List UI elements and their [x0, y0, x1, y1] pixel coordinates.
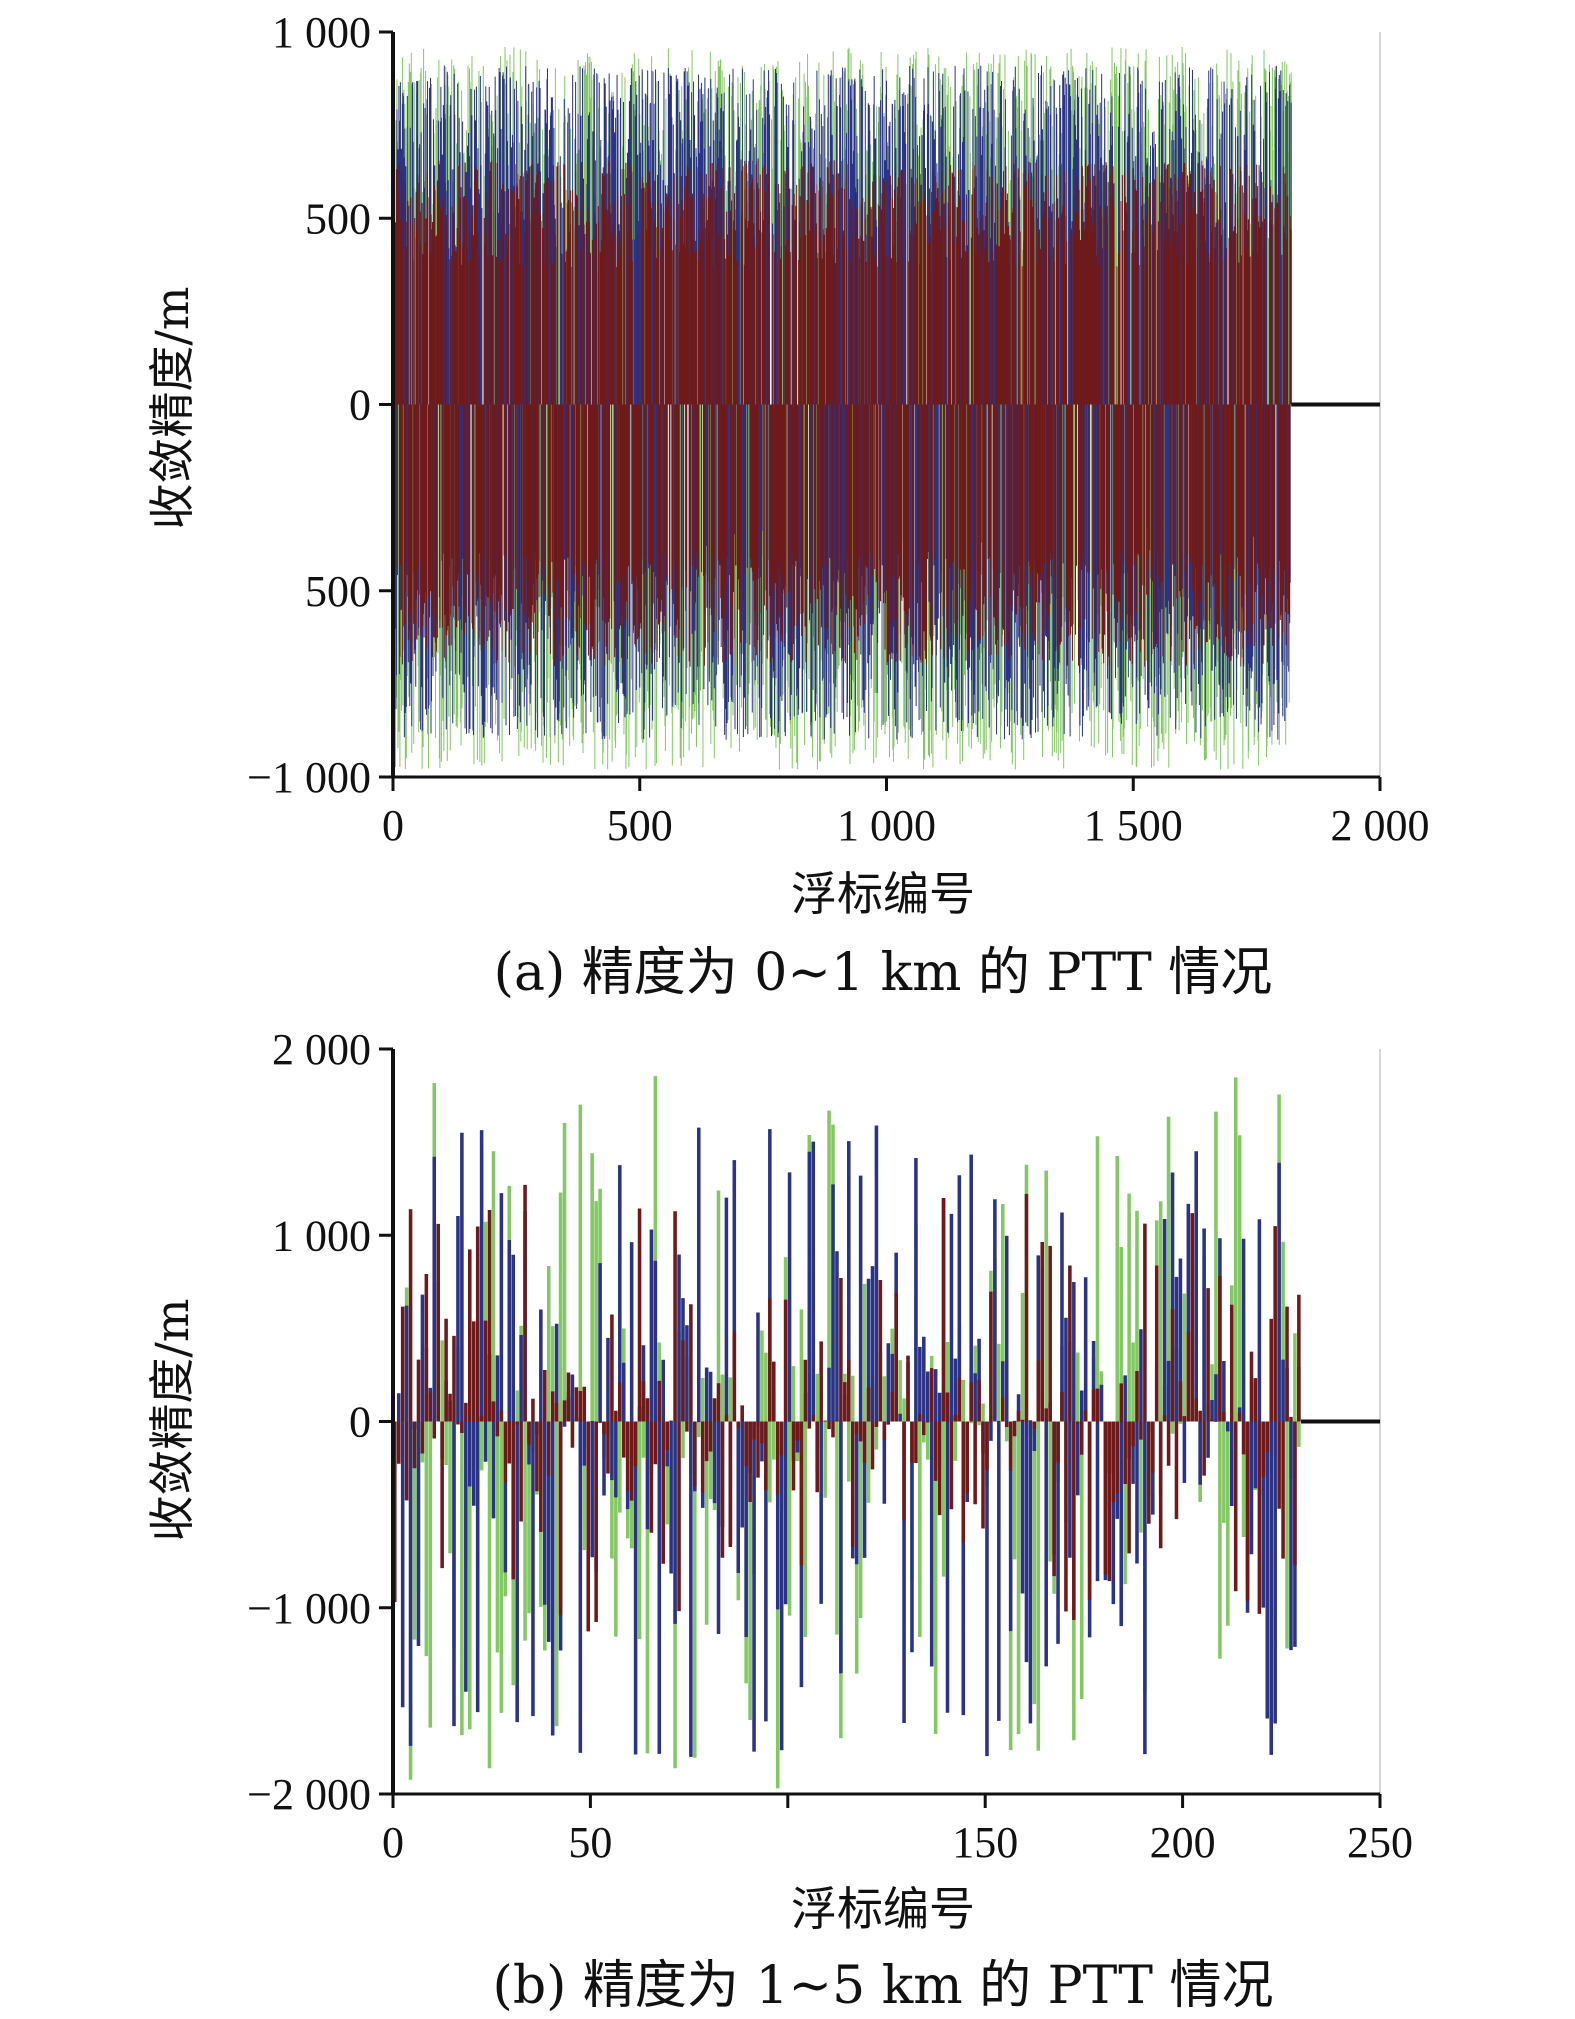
series-red-bars: [393, 1184, 1301, 1632]
y-tick-label: 500: [305, 567, 371, 616]
y-tick-label: 0: [349, 1398, 371, 1447]
x-tick-label: 50: [568, 1818, 612, 1867]
chart-b-xlabel: 浮标编号: [791, 1882, 975, 1936]
x-tick-label: 250: [1347, 1818, 1413, 1867]
x-tick-label: 1 500: [1084, 801, 1183, 850]
chart-a-plot-area: [393, 32, 1381, 777]
chart-b-caption: (b) 精度为 1~5 km 的 PTT 情况: [493, 1956, 1274, 2016]
series-blue-bars: [393, 1125, 1301, 1757]
y-tick-label: 1 000: [272, 8, 371, 57]
y-tick-label: 500: [305, 194, 371, 243]
x-tick-label: 500: [607, 801, 673, 850]
y-tick-label: 1 000: [272, 1211, 371, 1260]
y-tick-label: −1 000: [247, 1584, 371, 1633]
chart-a-ylabel: 收敛精度/m: [145, 286, 199, 529]
x-tick-label: 2 000: [1331, 801, 1430, 850]
x-tick-label: 1 000: [837, 801, 936, 850]
chart-b-ylabel: 收敛精度/m: [145, 1298, 199, 1541]
chart-b-plot-area: [393, 1049, 1381, 1794]
x-tick-label: 200: [1150, 1818, 1216, 1867]
x-tick-label: 150: [952, 1818, 1018, 1867]
chart-a-xlabel: 浮标编号: [791, 867, 975, 921]
y-tick-label: 0: [349, 381, 371, 430]
x-tick-label: 0: [382, 1818, 404, 1867]
chart-a-caption: (a) 精度为 0~1 km 的 PTT 情况: [494, 943, 1273, 1003]
series-red-bars: [393, 160, 1292, 667]
y-tick-label: −1 000: [247, 753, 371, 802]
x-tick-label: 0: [382, 801, 404, 850]
y-tick-label: 2 000: [272, 1025, 371, 1074]
y-tick-label: −2 000: [247, 1770, 371, 1819]
